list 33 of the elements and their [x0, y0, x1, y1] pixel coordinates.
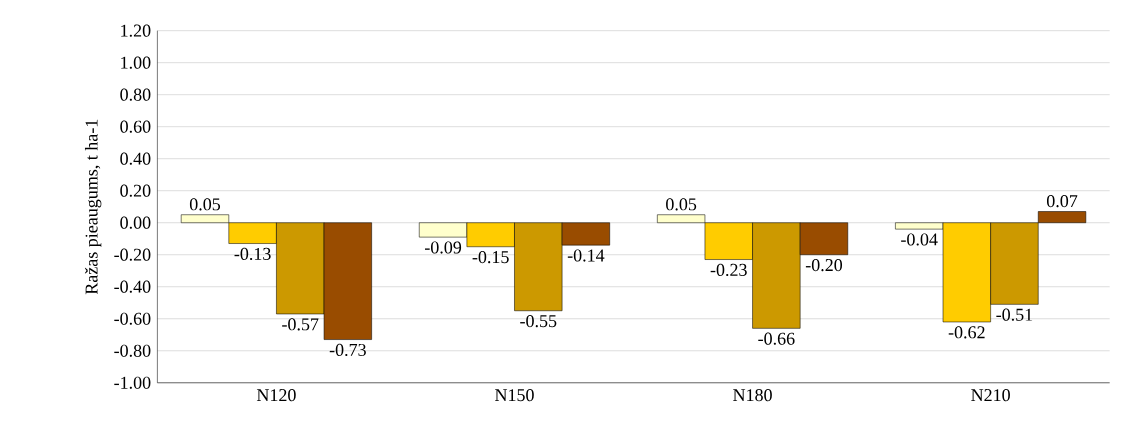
y-tick-label: 1.20 — [121, 24, 151, 37]
x-tick-label: N120 — [256, 388, 296, 401]
data-label: -0.15 — [472, 250, 509, 264]
data-label: -0.20 — [805, 258, 843, 272]
data-label: -0.62 — [948, 326, 985, 339]
data-label: -0.55 — [520, 314, 557, 328]
x-tick-label: N180 — [733, 388, 772, 401]
data-label: -0.04 — [901, 233, 938, 246]
data-label: -0.66 — [758, 332, 795, 345]
y-tick-label: -0.20 — [114, 248, 151, 261]
y-axis-title: Ražas pieaugums, t ha-1 — [84, 119, 102, 294]
y-tick-label: 0.00 — [120, 216, 151, 229]
y-tick-label: -1.00 — [114, 376, 151, 389]
y-tick-label: 0.60 — [120, 120, 151, 133]
y-tick-label: -0.60 — [114, 312, 151, 325]
y-tick-label: -0.80 — [114, 344, 151, 357]
x-tick-label: N210 — [971, 388, 1010, 401]
x-tick-label: N150 — [495, 388, 534, 401]
data-label: 0.07 — [1046, 194, 1078, 208]
y-tick-label: 0.80 — [120, 88, 151, 101]
data-label: -0.73 — [329, 343, 366, 356]
y-tick-label: 1.00 — [121, 56, 151, 69]
data-label: -0.23 — [710, 263, 747, 276]
data-label: 0.05 — [666, 198, 697, 211]
data-label: 0.05 — [189, 198, 221, 211]
y-tick-label: 0.40 — [120, 152, 151, 165]
data-label: -0.51 — [996, 308, 1033, 321]
data-label: -0.14 — [567, 249, 605, 262]
data-label: -0.09 — [424, 241, 462, 254]
data-label: -0.57 — [282, 317, 319, 331]
y-tick-label: -0.40 — [114, 280, 151, 293]
y-tick-label: 0.20 — [120, 184, 151, 197]
data-label: -0.13 — [234, 247, 271, 260]
